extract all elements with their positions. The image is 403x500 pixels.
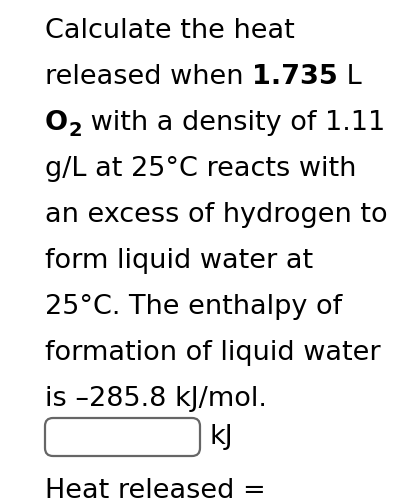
Text: with a density of 1.11: with a density of 1.11 — [82, 110, 385, 136]
Text: O: O — [45, 110, 68, 136]
Text: L: L — [338, 64, 361, 90]
Text: form liquid water at: form liquid water at — [45, 248, 313, 274]
Text: Calculate the heat: Calculate the heat — [45, 18, 295, 44]
Text: released when: released when — [45, 64, 252, 90]
Text: 1.735: 1.735 — [252, 64, 338, 90]
Text: 25°C. The enthalpy of: 25°C. The enthalpy of — [45, 294, 342, 320]
Text: 2: 2 — [68, 120, 82, 140]
FancyBboxPatch shape — [45, 418, 200, 456]
Text: formation of liquid water: formation of liquid water — [45, 340, 380, 366]
Text: g/L at 25°C reacts with: g/L at 25°C reacts with — [45, 156, 356, 182]
Text: kJ: kJ — [210, 424, 234, 450]
Text: an excess of hydrogen to: an excess of hydrogen to — [45, 202, 388, 228]
Text: is –285.8 kJ/mol.: is –285.8 kJ/mol. — [45, 386, 267, 412]
Text: Heat released =: Heat released = — [45, 478, 266, 500]
